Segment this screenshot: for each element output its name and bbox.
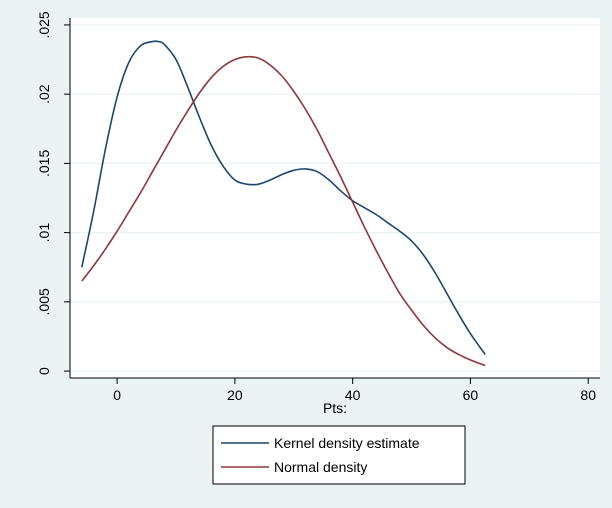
legend-label-1: Normal density [274,459,367,475]
x-axis-title: Pts: [323,400,347,416]
y-tick-label-1: .005 [36,288,52,315]
series-group [80,40,486,367]
legend-box [212,425,466,485]
x-tick-label-0: 0 [113,387,121,403]
x-tick-label-2: 40 [345,387,361,403]
legend: Kernel density estimate Normal density [212,425,466,485]
y-tick-label-0: 0 [36,367,52,375]
x-tick-label-4: 80 [580,387,596,403]
y-tick-label-3: .015 [36,150,52,177]
plot-area [70,18,600,378]
y-tick-label-2: .01 [36,223,52,243]
series-line-1 [81,55,486,367]
x-tick-label-1: 20 [227,387,243,403]
y-tick-label-4: .02 [36,84,52,104]
legend-label-0: Kernel density estimate [274,435,420,451]
series-line-0 [80,40,486,355]
x-tick-label-3: 60 [463,387,479,403]
grid-lines [70,24,600,372]
y-tick-label-5: .025 [36,11,52,38]
axes: 0 .005 .01 .015 .02 .025 0 20 40 60 80 [36,11,600,403]
